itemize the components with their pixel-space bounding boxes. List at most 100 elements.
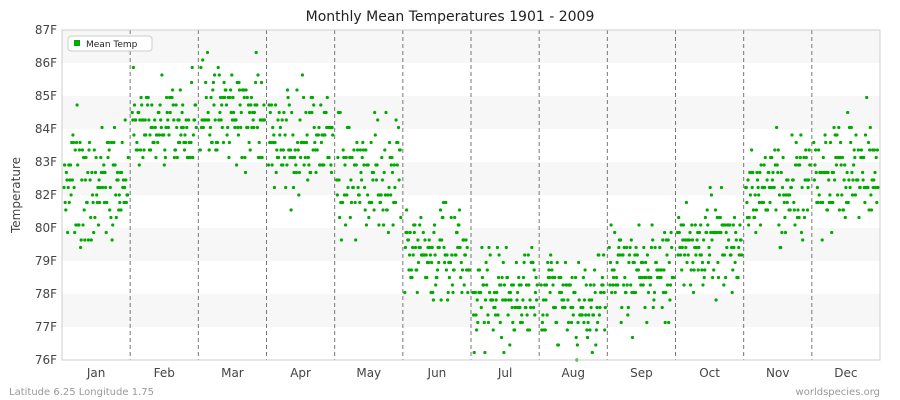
data-point: [641, 260, 645, 265]
data-point: [534, 275, 538, 280]
data-point: [519, 283, 523, 287]
data-point: [463, 253, 467, 257]
data-point: [148, 133, 152, 137]
data-point: [77, 148, 81, 152]
data-point: [335, 193, 339, 197]
data-point: [428, 245, 432, 250]
data-point: [594, 328, 599, 332]
data-point: [379, 193, 383, 197]
data-point: [317, 125, 321, 130]
data-point: [799, 230, 804, 235]
data-point: [514, 305, 518, 310]
data-point: [712, 268, 716, 272]
data-point: [826, 170, 830, 175]
data-point: [515, 298, 519, 302]
data-point: [835, 133, 839, 137]
data-point: [843, 163, 847, 167]
data-point: [727, 238, 731, 242]
data-point: [682, 283, 686, 287]
data-point: [225, 133, 229, 137]
data-point: [73, 148, 77, 152]
data-point: [780, 185, 785, 190]
data-point: [626, 313, 630, 317]
data-point: [865, 95, 869, 100]
data-point: [767, 170, 771, 175]
data-point: [527, 283, 531, 287]
data-point: [236, 133, 240, 137]
data-point: [244, 88, 248, 92]
data-point: [834, 163, 839, 167]
legend: Mean Temp: [67, 35, 153, 52]
data-point: [502, 283, 507, 287]
data-point: [138, 148, 143, 152]
data-point: [645, 253, 650, 257]
data-point: [120, 140, 124, 145]
data-point: [77, 223, 81, 227]
data-point: [730, 245, 734, 250]
data-point: [409, 268, 413, 272]
data-point: [523, 253, 527, 257]
data-point: [64, 208, 68, 212]
data-point: [555, 260, 559, 265]
data-point: [167, 133, 171, 137]
data-point: [732, 245, 736, 250]
data-point: [700, 260, 705, 265]
data-point: [817, 193, 821, 197]
data-point: [689, 268, 693, 272]
plot-border: [61, 29, 881, 361]
data-point: [781, 155, 785, 160]
data-point: [456, 245, 460, 250]
data-point: [393, 200, 398, 205]
data-point: [488, 253, 492, 257]
data-point: [690, 238, 695, 242]
data-point: [782, 200, 786, 205]
data-point: [501, 298, 505, 302]
data-point: [627, 260, 631, 265]
data-point: [831, 170, 836, 175]
data-point: [246, 103, 251, 107]
data-point: [373, 133, 377, 137]
data-point: [661, 290, 666, 295]
data-point: [768, 200, 772, 205]
data-point: [462, 238, 466, 242]
data-point: [593, 268, 597, 272]
data-point: [750, 185, 754, 190]
data-point: [126, 193, 130, 197]
data-point: [376, 118, 380, 122]
data-point: [329, 170, 334, 175]
data-point: [694, 253, 698, 257]
data-point: [643, 305, 647, 310]
data-point: [689, 283, 693, 287]
data-point: [691, 290, 696, 295]
data-point: [364, 148, 368, 152]
data-point: [206, 110, 210, 115]
data-point: [349, 178, 353, 182]
data-point: [385, 208, 389, 212]
data-point: [700, 268, 704, 272]
data-point: [102, 163, 106, 167]
data-point: [341, 148, 345, 152]
data-point: [650, 223, 654, 227]
data-point: [362, 163, 366, 167]
data-point: [150, 125, 154, 130]
data-point: [277, 110, 281, 115]
data-point: [793, 223, 797, 227]
data-point: [777, 193, 782, 197]
data-point: [154, 155, 158, 160]
data-point: [656, 268, 660, 272]
data-point: [745, 200, 749, 205]
data-point: [465, 245, 469, 250]
data-point: [807, 178, 811, 182]
data-point: [494, 313, 498, 317]
data-point: [758, 170, 762, 175]
data-point: [845, 170, 849, 175]
data-point: [117, 208, 121, 212]
footer-location: Latitude 6.25 Longitude 1.75: [9, 387, 154, 398]
x-tick-label: May: [356, 366, 381, 380]
data-point: [415, 290, 419, 295]
data-point: [531, 260, 535, 265]
data-point: [686, 253, 690, 257]
data-point: [377, 223, 381, 227]
data-point: [571, 305, 575, 310]
data-point: [407, 268, 411, 272]
